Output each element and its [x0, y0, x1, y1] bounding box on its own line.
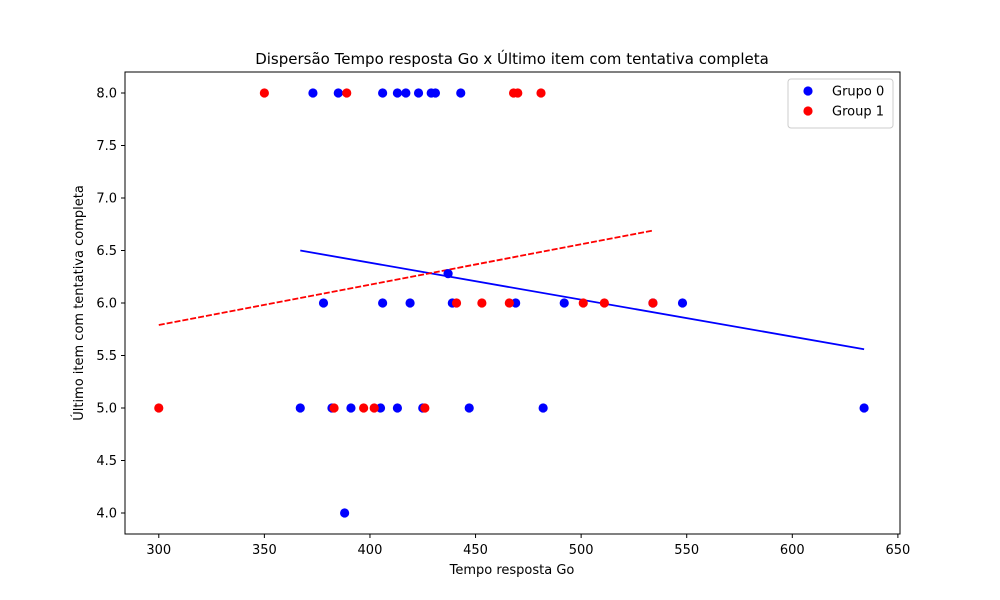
- point-series-1: [477, 298, 487, 308]
- x-tick-label: 300: [146, 543, 171, 558]
- point-series-1: [513, 88, 523, 98]
- point-series-1: [536, 88, 546, 98]
- point-series-0: [456, 88, 466, 98]
- y-tick-label: 4.0: [96, 507, 117, 522]
- x-tick-label: 450: [463, 543, 488, 558]
- legend-marker-series-1: [803, 106, 813, 116]
- point-series-0: [413, 88, 424, 98]
- point-series-0: [318, 298, 329, 308]
- point-series-0: [392, 88, 403, 98]
- y-tick-label: 5.5: [96, 349, 117, 364]
- point-series-0: [378, 88, 388, 98]
- point-series-0: [405, 298, 415, 308]
- point-series-0: [511, 298, 521, 308]
- point-series-0: [443, 269, 453, 279]
- x-tick-label: 500: [569, 543, 594, 558]
- point-series-0: [308, 88, 318, 98]
- point-series-1: [451, 298, 462, 308]
- point-series-1: [359, 403, 369, 413]
- point-series-0: [333, 88, 343, 98]
- point-series-0: [464, 403, 474, 413]
- y-axis-ticks: 4.0 4.5 5.0 5.5 6.0 6.5 7.0 7.5 8.0: [96, 87, 125, 522]
- point-series-1: [154, 403, 164, 413]
- x-tick-label: 600: [780, 543, 805, 558]
- legend-marker-series-0: [803, 86, 813, 96]
- point-series-0: [375, 403, 386, 413]
- point-series-0: [559, 298, 569, 308]
- point-series-1: [504, 298, 514, 308]
- y-axis-label: Último item com tentativa completa: [71, 185, 87, 421]
- y-tick-label: 5.0: [96, 402, 117, 417]
- point-series-0: [401, 88, 411, 98]
- x-tick-label: 350: [252, 543, 277, 558]
- point-series-1: [420, 403, 430, 413]
- point-series-0: [340, 508, 350, 518]
- point-series-0: [378, 298, 388, 308]
- legend: Grupo 0 Group 1: [787, 78, 894, 129]
- y-tick-label: 4.5: [96, 454, 117, 469]
- y-tick-label: 6.0: [96, 297, 117, 312]
- data-points: [154, 88, 869, 518]
- point-series-0: [538, 403, 548, 413]
- point-series-0: [677, 298, 688, 308]
- point-series-0: [430, 88, 441, 98]
- trend-line-series-1: [158, 229, 654, 326]
- point-series-1: [369, 403, 379, 413]
- y-tick-label: 8.0: [96, 87, 117, 102]
- point-series-1: [329, 403, 339, 413]
- legend-label-series-0: Grupo 0: [832, 85, 884, 100]
- x-axis-ticks: 300 350 400 450 500 550 600 650: [146, 534, 910, 558]
- y-tick-label: 6.5: [96, 244, 117, 259]
- legend-label-series-1: Group 1: [832, 105, 884, 120]
- point-series-1: [259, 88, 269, 98]
- point-series-0: [392, 403, 403, 413]
- x-tick-label: 650: [885, 543, 910, 558]
- legend-box: [787, 78, 894, 129]
- x-axis-label: Tempo resposta Go: [449, 563, 575, 578]
- chart-title: Dispersão Tempo resposta Go x Último ite…: [255, 49, 769, 68]
- point-series-1: [648, 298, 658, 308]
- point-series-0: [295, 403, 305, 413]
- point-series-1: [599, 298, 609, 308]
- y-tick-label: 7.5: [96, 139, 117, 154]
- x-tick-label: 400: [358, 543, 383, 558]
- point-series-0: [859, 403, 869, 413]
- point-series-1: [342, 88, 352, 98]
- x-tick-label: 550: [674, 543, 699, 558]
- y-tick-label: 7.0: [96, 192, 117, 207]
- point-series-1: [578, 298, 588, 308]
- point-series-0: [346, 403, 356, 413]
